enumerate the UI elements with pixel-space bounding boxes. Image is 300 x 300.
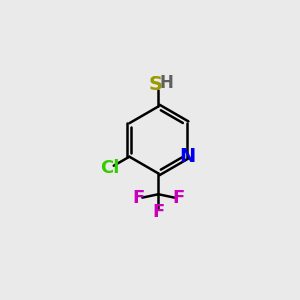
Text: Cl: Cl	[100, 159, 119, 177]
Text: H: H	[159, 74, 173, 92]
Text: N: N	[179, 147, 196, 166]
Text: F: F	[133, 189, 145, 207]
Text: S: S	[148, 75, 162, 94]
Text: F: F	[152, 203, 164, 221]
Text: F: F	[172, 189, 184, 207]
